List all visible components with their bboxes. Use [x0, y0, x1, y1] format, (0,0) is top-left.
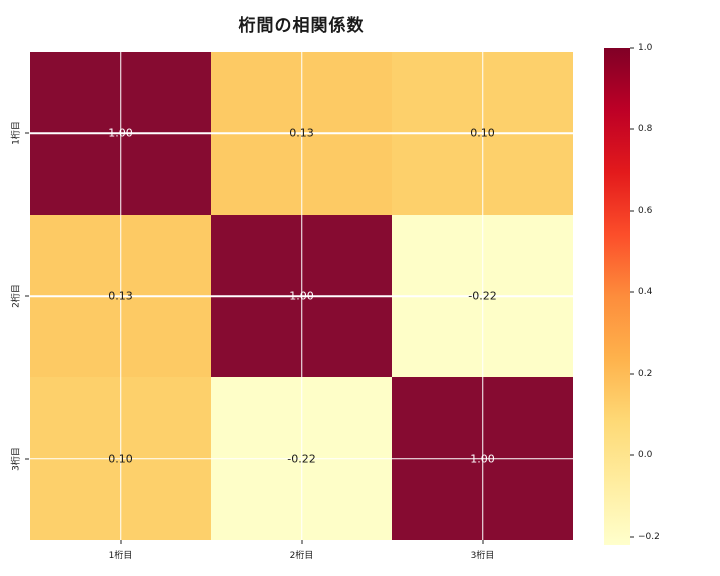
heatmap-cell — [211, 52, 392, 215]
y-tick-label: 3桁目 — [11, 446, 22, 471]
colorbar-tick-label: 0.8 — [638, 124, 653, 135]
heatmap-cell — [392, 52, 573, 215]
x-tick-label: 2桁目 — [289, 551, 314, 561]
x-tick-mark — [301, 540, 302, 544]
heatmap-cell — [392, 214, 573, 378]
heatmap-cell — [392, 377, 573, 540]
x-tick-mark — [120, 540, 121, 544]
y-tick-label: 2桁目 — [11, 284, 22, 308]
colorbar-tick-mark — [630, 373, 634, 375]
x-tick-label: 3桁目 — [470, 551, 495, 561]
y-tick-mark — [25, 132, 29, 134]
heatmap-cell — [211, 377, 392, 540]
colorbar-tick-label: 0.4 — [638, 287, 653, 298]
x-tick-mark — [482, 540, 483, 544]
chart-title: 桁間の相関係数 — [238, 16, 365, 36]
colorbar-tick-mark — [630, 454, 634, 456]
colorbar-tick-mark — [630, 128, 634, 130]
colorbar-tick-mark — [630, 291, 634, 293]
heatmap-cell — [30, 377, 211, 540]
colorbar-tick-mark — [630, 47, 634, 49]
colorbar-tick-label: 0.2 — [638, 368, 653, 379]
colorbar-tick-label: 0.6 — [638, 205, 653, 216]
x-tick-label: 1桁目 — [108, 551, 133, 561]
colorbar-tick-mark — [630, 210, 634, 212]
y-tick-label: 1桁目 — [11, 121, 22, 146]
colorbar-tick-label: 0.0 — [638, 450, 653, 461]
heatmap-cell — [30, 214, 211, 378]
heatmap-cells — [30, 52, 573, 540]
colorbar-tick-label: 1.0 — [638, 43, 653, 53]
y-tick-mark — [25, 458, 29, 460]
colorbar-tick-label: −0.2 — [638, 531, 660, 542]
heatmap-cell — [30, 52, 211, 215]
heatmap: 1.00 0.13 0.10 0.13 1.00 -0.22 0.10 -0.22 1.00 — [30, 52, 573, 540]
colorbar-tick-mark — [630, 536, 634, 538]
y-tick-mark — [25, 295, 29, 297]
colorbar — [604, 48, 630, 545]
heatmap-cell — [211, 214, 392, 378]
